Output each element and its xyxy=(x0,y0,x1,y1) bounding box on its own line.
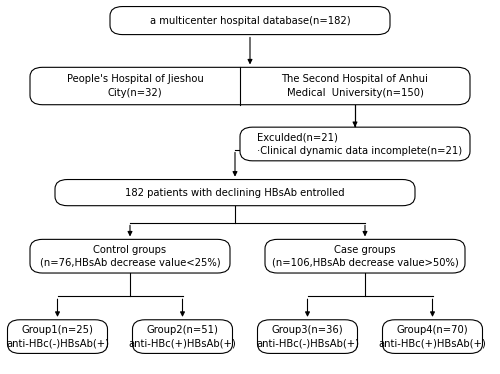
Text: Group3(n=36)
anti-HBc(-)HBsAb(+): Group3(n=36) anti-HBc(-)HBsAb(+) xyxy=(256,325,359,348)
Text: Group1(n=25)
anti-HBc(-)HBsAb(+): Group1(n=25) anti-HBc(-)HBsAb(+) xyxy=(6,325,109,348)
FancyBboxPatch shape xyxy=(265,239,465,273)
FancyBboxPatch shape xyxy=(110,7,390,35)
Text: Control groups
(n=76,HBsAb decrease value<25%): Control groups (n=76,HBsAb decrease valu… xyxy=(40,245,220,268)
Text: 182 patients with declining HBsAb entrolled: 182 patients with declining HBsAb entrol… xyxy=(125,188,345,197)
FancyBboxPatch shape xyxy=(30,239,230,273)
FancyBboxPatch shape xyxy=(258,320,358,353)
Text: Group2(n=51)
anti-HBc(+)HBsAb(+): Group2(n=51) anti-HBc(+)HBsAb(+) xyxy=(128,325,236,348)
Text: The Second Hospital of Anhui
Medical  University(n=150): The Second Hospital of Anhui Medical Uni… xyxy=(282,74,428,98)
Text: a multicenter hospital database(n=182): a multicenter hospital database(n=182) xyxy=(150,16,350,25)
Text: Exculded(n=21)
·Clinical dynamic data incomplete(n=21): Exculded(n=21) ·Clinical dynamic data in… xyxy=(257,132,462,156)
FancyBboxPatch shape xyxy=(30,67,470,105)
Text: Case groups
(n=106,HBsAb decrease value>50%): Case groups (n=106,HBsAb decrease value>… xyxy=(272,245,458,268)
Text: People's Hospital of Jieshou
City(n=32): People's Hospital of Jieshou City(n=32) xyxy=(66,74,203,98)
FancyBboxPatch shape xyxy=(8,320,108,353)
Text: Group4(n=70)
anti-HBc(+)HBsAb(+): Group4(n=70) anti-HBc(+)HBsAb(+) xyxy=(378,325,486,348)
FancyBboxPatch shape xyxy=(55,180,415,206)
FancyBboxPatch shape xyxy=(132,320,232,353)
FancyBboxPatch shape xyxy=(382,320,482,353)
FancyBboxPatch shape xyxy=(240,127,470,161)
